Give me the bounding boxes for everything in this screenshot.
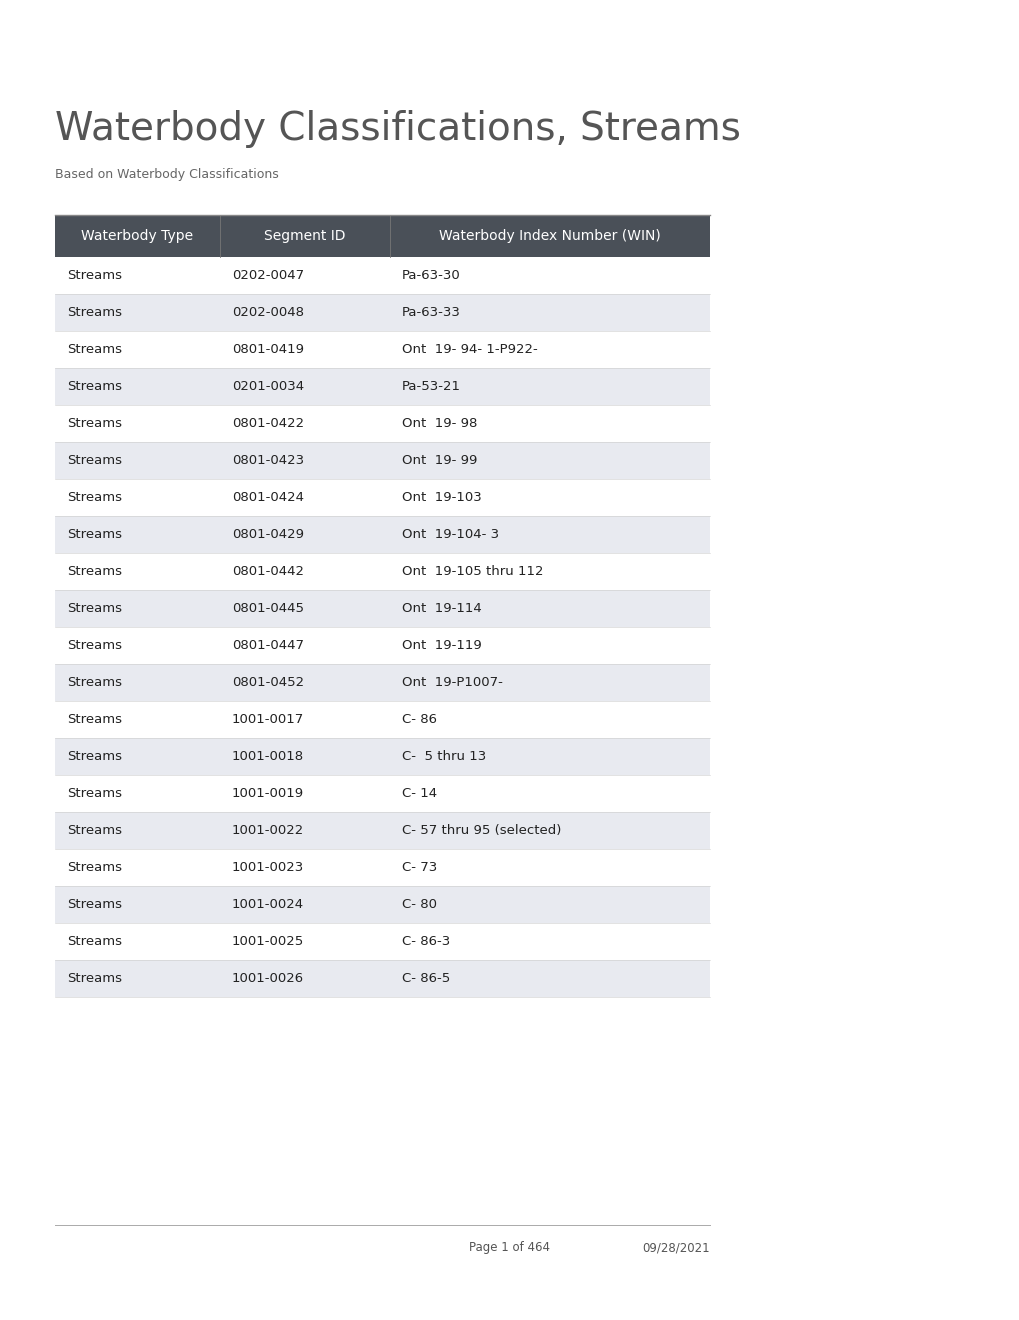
Text: Streams: Streams [67,417,122,430]
Text: C- 86-3: C- 86-3 [401,935,449,948]
Text: Streams: Streams [67,269,122,282]
Text: Pa-63-33: Pa-63-33 [401,306,461,319]
Bar [55,627,709,664]
Bar [55,294,709,331]
Text: Streams: Streams [67,713,122,726]
Text: Pa-63-30: Pa-63-30 [401,269,461,282]
Text: Streams: Streams [67,306,122,319]
Text: Ont  19- 98: Ont 19- 98 [401,417,477,430]
Text: 0801-0442: 0801-0442 [231,565,304,578]
Bar [55,738,709,775]
Text: 09/28/2021: 09/28/2021 [642,1242,709,1254]
Text: 0202-0047: 0202-0047 [231,269,304,282]
Text: C- 80: C- 80 [401,898,436,911]
Text: Streams: Streams [67,380,122,393]
Text: 0801-0452: 0801-0452 [231,676,304,689]
Text: Streams: Streams [67,824,122,837]
Text: Streams: Streams [67,639,122,652]
Text: Ont  19- 94- 1-P922-: Ont 19- 94- 1-P922- [401,343,537,356]
Bar [55,215,709,257]
Bar [55,516,709,553]
Text: Streams: Streams [67,935,122,948]
Text: Streams: Streams [67,491,122,504]
Bar [55,405,709,442]
Text: Streams: Streams [67,861,122,874]
Text: 1001-0018: 1001-0018 [231,750,304,763]
Text: Streams: Streams [67,602,122,615]
Text: 1001-0023: 1001-0023 [231,861,304,874]
Text: C- 86-5: C- 86-5 [401,972,449,985]
Text: Streams: Streams [67,343,122,356]
Text: Waterbody Classifications, Streams: Waterbody Classifications, Streams [55,110,740,148]
Text: 1001-0017: 1001-0017 [231,713,304,726]
Text: Streams: Streams [67,454,122,467]
Text: Streams: Streams [67,972,122,985]
Text: Waterbody Type: Waterbody Type [82,228,194,243]
Text: Ont  19-103: Ont 19-103 [401,491,481,504]
Text: 1001-0024: 1001-0024 [231,898,304,911]
Text: Waterbody Index Number (WIN): Waterbody Index Number (WIN) [439,228,660,243]
Text: 0202-0048: 0202-0048 [231,306,304,319]
Bar [55,701,709,738]
Text: Segment ID: Segment ID [264,228,345,243]
Text: C- 73: C- 73 [401,861,437,874]
Text: Ont  19-104- 3: Ont 19-104- 3 [401,528,498,541]
Bar [55,849,709,886]
Text: Based on Waterbody Classifications: Based on Waterbody Classifications [55,168,278,181]
Text: Streams: Streams [67,528,122,541]
Text: Streams: Streams [67,898,122,911]
Text: 0801-0429: 0801-0429 [231,528,304,541]
Bar [55,368,709,405]
Text: 1001-0026: 1001-0026 [231,972,304,985]
Bar [55,553,709,590]
Text: Ont  19- 99: Ont 19- 99 [401,454,477,467]
Text: 0801-0423: 0801-0423 [231,454,304,467]
Bar [55,960,709,997]
Text: Ont  19-114: Ont 19-114 [401,602,481,615]
Text: Streams: Streams [67,676,122,689]
Text: Page 1 of 464: Page 1 of 464 [469,1242,550,1254]
Text: Streams: Streams [67,750,122,763]
Bar [55,590,709,627]
Text: Streams: Streams [67,787,122,800]
Bar [55,331,709,368]
Text: 0801-0422: 0801-0422 [231,417,304,430]
Text: 0201-0034: 0201-0034 [231,380,304,393]
Text: C- 86: C- 86 [401,713,436,726]
Text: 1001-0019: 1001-0019 [231,787,304,800]
Text: C- 57 thru 95 (selected): C- 57 thru 95 (selected) [401,824,560,837]
Text: 1001-0025: 1001-0025 [231,935,304,948]
Text: C-  5 thru 13: C- 5 thru 13 [401,750,486,763]
Text: Ont  19-119: Ont 19-119 [401,639,481,652]
Text: 0801-0445: 0801-0445 [231,602,304,615]
Bar [55,442,709,479]
Bar [55,886,709,923]
Bar [55,923,709,960]
Text: Ont  19-P1007-: Ont 19-P1007- [401,676,502,689]
Text: Streams: Streams [67,565,122,578]
Bar [55,479,709,516]
Bar [55,812,709,849]
Text: Ont  19-105 thru 112: Ont 19-105 thru 112 [401,565,543,578]
Text: 0801-0447: 0801-0447 [231,639,304,652]
Bar [55,664,709,701]
Text: 0801-0419: 0801-0419 [231,343,304,356]
Text: C- 14: C- 14 [401,787,437,800]
Text: 0801-0424: 0801-0424 [231,491,304,504]
Text: Pa-53-21: Pa-53-21 [401,380,461,393]
Bar [55,775,709,812]
Text: 1001-0022: 1001-0022 [231,824,304,837]
Bar [55,257,709,294]
